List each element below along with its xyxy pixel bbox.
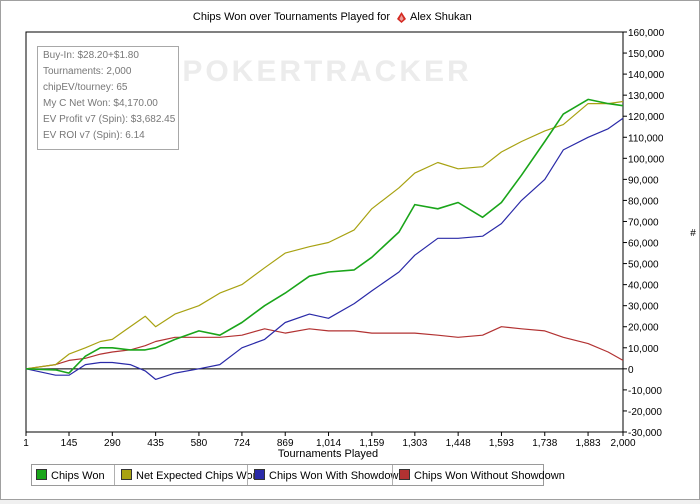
legend-swatch [399,469,410,480]
legend-item-chips-won[interactable]: Chips Won [36,469,105,482]
x-tick-label: 1,738 [532,438,557,449]
x-tick-label: 724 [234,438,251,449]
legend-item-with-showdown[interactable]: Chips Won With Showdown [254,469,405,482]
x-tick-label: 1,303 [402,438,427,449]
y-tick-label: 120,000 [628,112,665,123]
y-tick-label: 140,000 [628,70,665,81]
y-tick-label: 160,000 [628,28,665,39]
legend-item-net-expected[interactable]: Net Expected Chips Won [121,469,259,482]
stat-buy-in: Buy-In: $28.20+$1.80 [43,50,139,61]
y-tick-label: -30,000 [628,428,662,439]
x-tick-label: 145 [61,438,78,449]
stat-net-won: My C Net Won: $4,170.00 [43,98,158,109]
y-tick-label: 40,000 [628,281,659,292]
legend-label: Chips Won [51,470,105,482]
legend-label: Net Expected Chips Won [136,470,259,482]
x-tick-label: 580 [191,438,208,449]
y-tick-label: 130,000 [628,91,665,102]
y-tick-label: 20,000 [628,323,659,334]
x-tick-label: 869 [277,438,294,449]
x-tick-label: 1,883 [576,438,601,449]
y-axis: -30,000 -20,000 -10,000 0 10,000 20,000 30,000… [623,28,665,439]
player-icon [397,12,406,23]
x-tick-label: 2,000 [610,438,635,449]
y-tick-label: 70,000 [628,217,659,228]
y-tick-label: 100,000 [628,154,665,165]
x-tick-label: 1,159 [359,438,384,449]
stats-box: Buy-In: $28.20+$1.80 Tournaments: 2,000 … [37,46,179,150]
x-tick-label: 1 [23,438,29,449]
x-tick-label: 1,593 [489,438,514,449]
y-tick-label: 60,000 [628,239,659,250]
y-tick-label: 50,000 [628,260,659,271]
y-tick-label: 80,000 [628,196,659,207]
chart-title-player: Alex Shukan [410,11,472,23]
series-line-net-expected-chips-won [25,100,624,370]
legend: Chips Won Net Expected Chips Won Chips W… [31,464,565,486]
watermark: POKERTRACKER [182,55,471,88]
legend-label: Chips Won With Showdown [269,470,405,482]
plot-area [25,31,624,433]
x-tick-label: 290 [104,438,121,449]
series-group [25,98,624,380]
stat-tournaments: Tournaments: 2,000 [43,66,132,77]
x-axis: 1 145 290 435 580 724 869 1,014 1,159 1,303 1,448 1… [23,432,636,449]
legend-label: Chips Won Without Showdown [414,470,565,482]
y-tick-label: 10,000 [628,344,659,355]
legend-divider [247,465,248,485]
legend-swatch [36,469,47,480]
y-tick-label: 150,000 [628,49,665,60]
legend-divider [114,465,115,485]
stat-chipev: chipEV/tourney: 65 [43,82,128,93]
legend-divider [392,465,393,485]
series-line-chips-won-without-showdown [25,326,624,370]
series-line-chips-won [25,98,624,374]
y-axis-label: # [690,228,696,239]
x-tick-label: 1,014 [316,438,341,449]
y-tick-label: -10,000 [628,386,662,397]
x-tick-label: 1,448 [446,438,471,449]
legend-item-without-showdown[interactable]: Chips Won Without Showdown [399,469,565,482]
y-tick-label: -20,000 [628,407,662,418]
legend-swatch [121,469,132,480]
y-tick-label: 90,000 [628,175,659,186]
y-tick-label: 0 [628,365,634,376]
stat-ev-roi: EV ROI v7 (Spin): 6.14 [43,130,145,141]
x-axis-label: Tournaments Played [278,448,378,460]
x-tick-label: 435 [147,438,164,449]
y-tick-label: 110,000 [628,133,664,144]
y-tick-label: 30,000 [628,302,659,313]
chart-title-prefix: Chips Won over Tournaments Played for [193,11,390,23]
series-line-chips-won-with-showdown [25,117,624,380]
legend-swatch [254,469,265,480]
stat-ev-profit: EV Profit v7 (Spin): $3,682.45 [43,114,176,125]
